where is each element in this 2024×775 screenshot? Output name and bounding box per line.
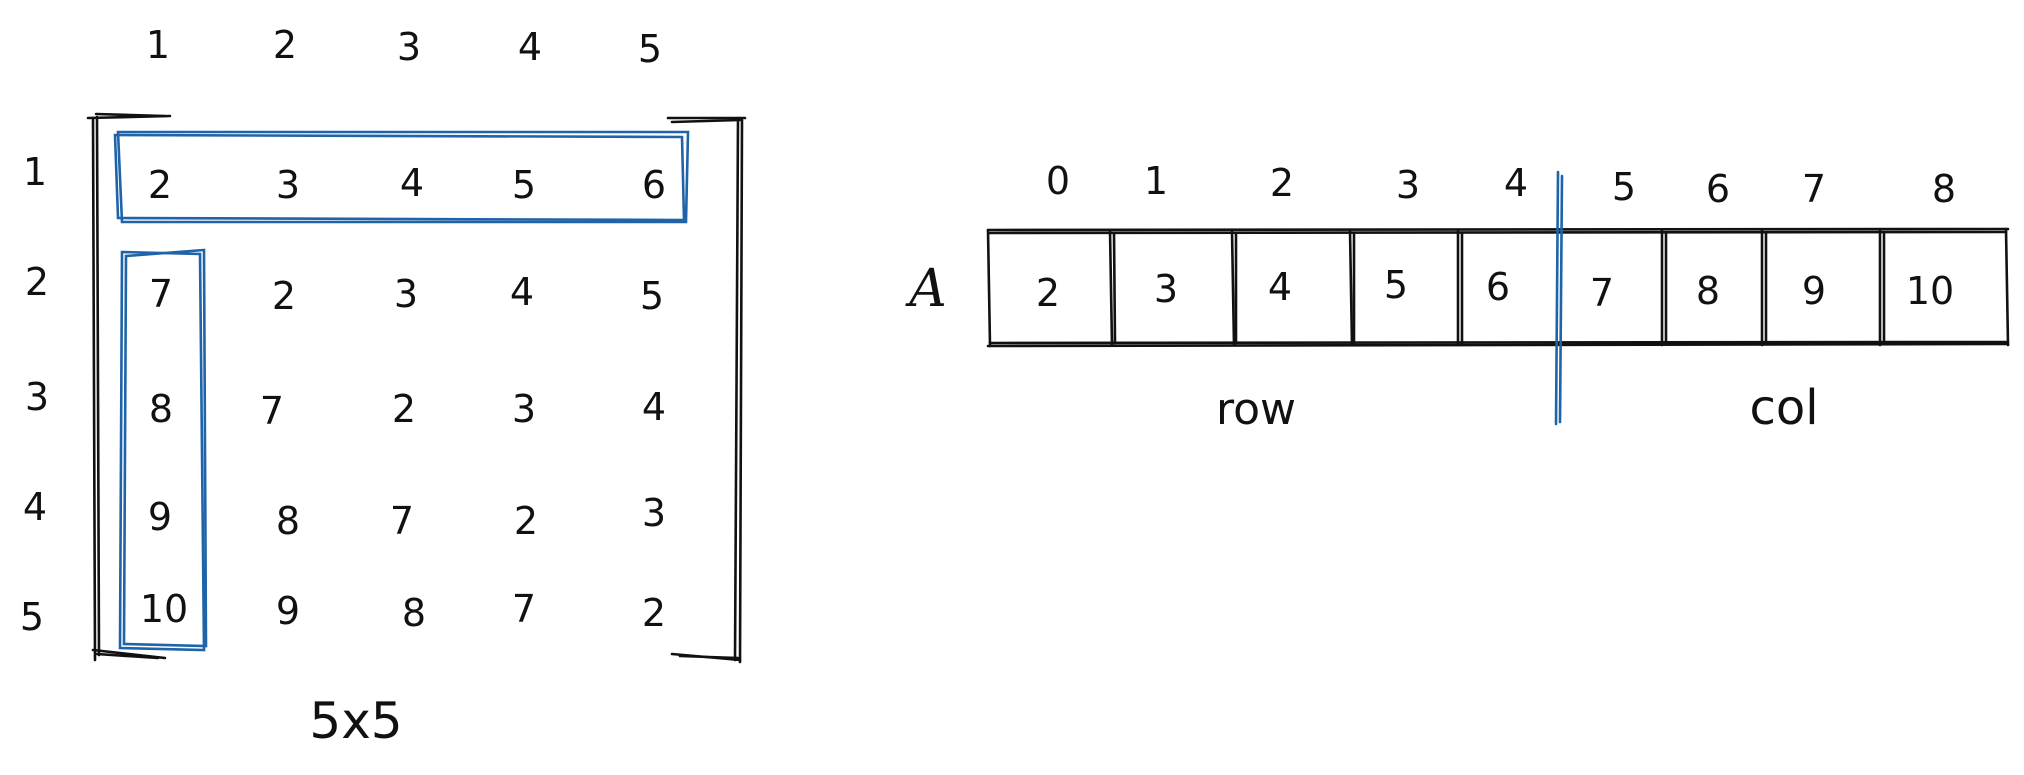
array-index: 1 [1144,159,1168,203]
array-index: 2 [1270,161,1294,205]
array-index: 0 [1046,159,1070,203]
array-value: 10 [1906,269,1954,313]
matrix-cell: 2 [514,499,538,543]
matrix-row-header: 3 [25,375,49,419]
matrix-col-header: 5 [638,27,662,71]
array-value: 7 [1590,271,1614,315]
array-index: 4 [1504,161,1528,205]
matrix-caption: 5x5 [309,692,402,750]
array-value: 6 [1486,265,1510,309]
array-value: 8 [1696,269,1720,313]
matrix-row-header: 4 [23,485,47,529]
matrix-cell: 3 [642,491,666,535]
matrix-cell: 10 [140,587,188,631]
array-index: 3 [1396,163,1420,207]
matrix-row-header: 5 [20,595,44,639]
array-index: 8 [1932,167,1956,211]
array-value: 2 [1036,271,1060,315]
matrix-row: 9 8 7 2 3 [148,491,666,543]
matrix-column-headers: 1 2 3 4 5 [146,23,662,71]
matrix-cell: 3 [276,163,300,207]
array-value: 9 [1802,269,1826,313]
matrix-cell: 3 [512,387,536,431]
matrix-cell: 8 [402,591,426,635]
matrix-cell: 5 [640,274,664,318]
matrix-col-header: 3 [397,25,421,69]
row-col-divider [1554,170,1564,426]
matrix-row-header: 1 [23,150,47,194]
array-value: 4 [1268,265,1292,309]
array-name: A [905,259,947,319]
col-label: col [1749,380,1818,436]
matrix-left-bracket [86,112,172,662]
matrix-cell: 4 [400,161,424,205]
array-indices: 0 1 2 3 4 5 6 7 8 [1046,159,1956,211]
matrix-cell: 7 [512,587,536,631]
array-box [986,227,2010,348]
array-value: 3 [1154,267,1178,311]
array-values: 2 3 4 5 6 7 8 9 10 [1036,263,1954,315]
matrix-cell: 2 [148,163,172,207]
matrix-col-header: 1 [146,23,170,67]
matrix-row: 8 7 2 3 4 [149,385,666,433]
matrix-row-headers: 1 2 3 4 5 [20,150,49,639]
array-index: 7 [1802,167,1826,211]
matrix-col-header: 4 [518,25,542,69]
row-label: row [1216,384,1296,435]
matrix-row: 2 3 4 5 6 [148,161,666,207]
matrix-cell: 2 [392,387,416,431]
first-row-highlight [113,130,690,224]
matrix-row-header: 2 [25,260,49,304]
matrix-cell: 8 [276,499,300,543]
matrix-right-bracket [666,116,747,664]
matrix-cell: 9 [148,495,172,539]
matrix-cell: 7 [260,389,284,433]
matrix-cell: 3 [394,272,418,316]
first-column-highlight [118,248,208,652]
matrix-col-header: 2 [273,23,297,67]
matrix-cell: 5 [512,163,536,207]
matrix-cell: 4 [510,270,534,314]
matrix-row: 10 9 8 7 2 [140,587,666,635]
array-value: 5 [1384,263,1408,307]
array-index: 5 [1612,165,1636,209]
matrix-cell: 4 [642,385,666,429]
matrix-cell: 9 [276,589,300,633]
matrix-cell: 6 [642,163,666,207]
matrix-cell: 2 [642,591,666,635]
matrix-cell: 7 [390,499,414,543]
matrix-cell: 2 [272,274,296,318]
matrix-cell: 7 [149,272,173,316]
array-index: 6 [1706,167,1730,211]
matrix-cell: 8 [149,387,173,431]
matrix-row: 7 2 3 4 5 [149,270,664,318]
